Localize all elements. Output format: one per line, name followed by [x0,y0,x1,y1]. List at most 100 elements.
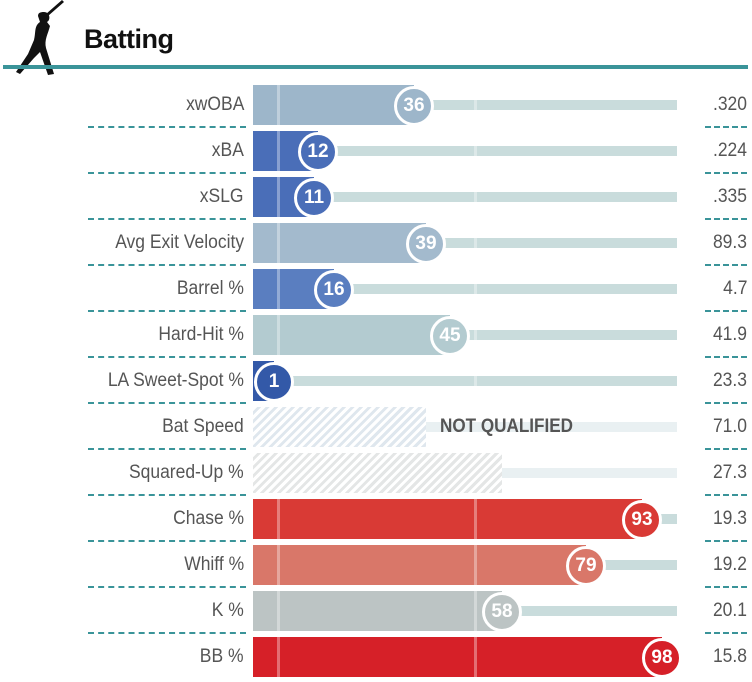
metric-row: xwOBA 36 .320 [0,82,752,128]
percentile-bar [253,85,414,125]
row-divider [88,448,246,450]
row-divider [88,264,246,266]
row-divider [705,356,747,358]
row-divider [705,540,747,542]
gridline [277,269,280,309]
gridline [474,177,477,217]
metric-row: K % 58 20.1 [0,588,752,634]
metric-value: 41.9 [712,324,747,345]
row-divider [705,448,747,450]
gridline [474,637,477,677]
row-divider [88,540,246,542]
percentile-bar [253,637,662,677]
metric-value: 89.3 [712,232,747,253]
percentile-circle: 1 [254,362,294,402]
metric-value: 27.3 [712,462,747,483]
percentile-circle: 58 [482,592,522,632]
metric-row: Barrel % 16 4.7 [0,266,752,312]
percentile-circle: 79 [566,546,606,586]
gridline [277,315,280,355]
metric-row: Hard-Hit % 45 41.9 [0,312,752,358]
row-divider [705,126,747,128]
row-divider [705,310,747,312]
percentile-circle: 98 [642,638,682,678]
metric-value: 71.0 [712,416,747,437]
metric-label: BB % [200,646,244,667]
metric-row: Whiff % 79 19.2 [0,542,752,588]
row-divider [705,402,747,404]
row-divider [705,172,747,174]
metric-row: xSLG 11 .335 [0,174,752,220]
row-divider [705,586,747,588]
row-divider [88,310,246,312]
gridline [474,315,477,355]
metric-label: Squared-Up % [129,462,244,483]
percentile-circle: 36 [394,86,434,126]
metric-value: 15.8 [712,646,747,667]
gridline [277,545,280,585]
gridline [277,591,280,631]
percentile-bar [253,223,426,263]
percentile-track [253,146,677,156]
metric-label: xSLG [200,186,244,207]
metric-label: Barrel % [176,278,244,299]
not-qualified-bar [253,407,426,447]
percentile-track [253,238,677,248]
row-divider [88,402,246,404]
metric-label: Hard-Hit % [158,324,244,345]
metric-value: 19.2 [712,554,747,575]
percentile-track [253,192,677,202]
metric-label: Whiff % [184,554,244,575]
gridline [474,591,477,631]
metric-row: LA Sweet-Spot % 1 23.3 [0,358,752,404]
metric-label: Chase % [173,508,244,529]
gridline [277,131,280,171]
row-divider [88,172,246,174]
gridline [277,85,280,125]
percentile-track [253,422,677,432]
gridline [277,223,280,263]
percentile-circle: 16 [314,270,354,310]
gridline [474,361,477,401]
percentile-track [253,376,677,386]
metric-value: .224 [712,140,747,161]
row-divider [705,494,747,496]
metric-row: Chase % 93 19.3 [0,496,752,542]
batter-silhouette-icon [16,0,64,75]
row-divider [705,264,747,266]
not-qualified-label: NOT QUALIFIED [440,416,574,437]
gridline [474,269,477,309]
percentile-bar [253,499,642,539]
section-title: Batting [84,24,174,54]
gridline [474,131,477,171]
percentile-bar [253,315,450,355]
metric-value: 23.3 [712,370,747,391]
metric-label: Avg Exit Velocity [115,232,244,253]
gridline [277,637,280,677]
metric-row: Bat Speed NOT QUALIFIED 71.0 [0,404,752,450]
row-divider [88,126,246,128]
metric-label: Bat Speed [162,416,244,437]
metric-value: .320 [712,94,747,115]
percentile-bar [253,545,586,585]
percentile-track [253,100,677,110]
percentile-track [253,284,677,294]
metric-label: xwOBA [185,94,244,115]
not-qualified-bar [253,453,502,493]
gridline [474,223,477,263]
row-divider [88,632,246,634]
header-rule [3,65,748,69]
percentile-bar [253,591,502,631]
percentile-circle: 12 [298,132,338,172]
row-divider [88,494,246,496]
percentile-circle: 39 [406,224,446,264]
gridline [474,85,477,125]
gridline [277,177,280,217]
metric-row: Squared-Up % 27.3 [0,450,752,496]
metric-row: xBA 12 .224 [0,128,752,174]
metric-row: BB % 98 15.8 [0,634,752,680]
percentile-circle: 45 [430,316,470,356]
metric-label: LA Sweet-Spot % [107,370,244,391]
percentile-circle: 93 [622,500,662,540]
row-divider [88,218,246,220]
